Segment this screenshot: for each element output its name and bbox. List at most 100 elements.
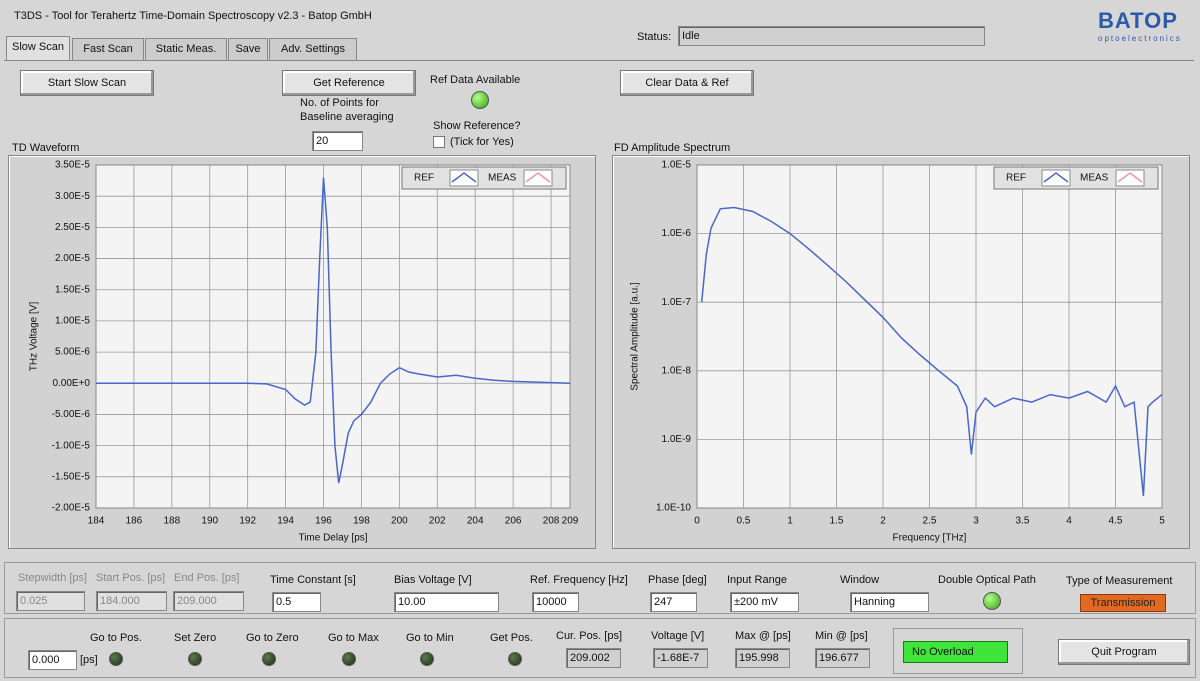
legend-label: REF [1006, 173, 1026, 184]
led-label: Go to Min [406, 632, 454, 644]
y-tick-label: 1.50E-5 [55, 284, 90, 295]
chart-title: FD Amplitude Spectrum [614, 142, 731, 154]
led[interactable] [508, 652, 522, 666]
y-axis-label: THz Voltage [V] [29, 302, 40, 372]
x-tick-label: 188 [163, 516, 180, 527]
tab[interactable]: Adv. Settings [269, 38, 357, 60]
x-tick-label: 184 [88, 516, 105, 527]
show-ref-label: Show Reference? [433, 120, 521, 132]
x-tick-label: 209 [562, 516, 579, 527]
logo: BATOP [1098, 8, 1178, 33]
legend-swatch [1117, 172, 1143, 183]
y-tick-label: -1.00E-5 [52, 440, 91, 451]
indicator-label: Min @ [ps] [815, 630, 868, 642]
x-tick-label: 206 [505, 516, 522, 527]
param-label: Phase [deg] [648, 574, 707, 586]
legend-swatch-box [523, 169, 553, 187]
param-field[interactable]: 0.5 [272, 592, 321, 612]
indicator: 196.677 [815, 648, 870, 668]
led[interactable] [262, 652, 276, 666]
tab[interactable]: Fast Scan [72, 38, 144, 60]
y-tick-label: 1.0E-5 [662, 160, 692, 171]
x-tick-label: 4 [1066, 516, 1072, 527]
quit-button[interactable]: Quit Program [1058, 639, 1190, 665]
plot-area [95, 164, 571, 509]
y-tick-label: 1.0E-7 [662, 297, 692, 308]
param-label: Type of Measurement [1066, 575, 1173, 587]
y-tick-label: 2.00E-5 [55, 253, 90, 264]
led-label: Set Zero [174, 632, 217, 644]
indicator: 209.002 [566, 648, 621, 668]
tab-border [4, 60, 1194, 61]
param-label: Double Optical Path [938, 574, 1036, 586]
data-line [96, 177, 571, 484]
overload-frame [893, 628, 1023, 674]
x-tick-label: 194 [277, 516, 294, 527]
checkbox[interactable] [433, 136, 445, 148]
param-field[interactable]: 10000 [532, 592, 579, 612]
status-label: Status: [637, 31, 672, 43]
y-tick-label: 1.0E-10 [656, 503, 691, 514]
led[interactable] [188, 652, 202, 666]
tab[interactable]: Save [228, 38, 268, 60]
position-field[interactable]: 0.000 [28, 650, 77, 670]
led-label: Go to Pos. [90, 632, 142, 644]
x-tick-label: 200 [391, 516, 408, 527]
led-label: Go to Max [328, 632, 379, 644]
param-label: Start Pos. [ps] [96, 572, 166, 584]
indicator-label: Voltage [V] [651, 630, 705, 642]
param-frame [4, 562, 1196, 614]
x-tick-label: 196 [315, 516, 332, 527]
y-tick-label: 1.00E-5 [55, 316, 90, 327]
legend-label: MEAS [1080, 173, 1109, 184]
tab[interactable]: Static Meas. [145, 38, 227, 60]
x-tick-label: 2.5 [923, 516, 937, 527]
legend-swatch-box [449, 169, 479, 187]
type-field[interactable]: Transmission [1080, 594, 1166, 612]
y-tick-label: 1.0E-8 [662, 365, 692, 376]
y-tick-label: 3.00E-5 [55, 191, 90, 202]
position-frame [4, 618, 1196, 678]
y-axis-label: Spectral Amplitude [a.u.] [630, 282, 641, 391]
legend-swatch [1043, 172, 1069, 183]
led[interactable] [342, 652, 356, 666]
x-tick-label: 190 [201, 516, 218, 527]
param-label: Ref. Frequency [Hz] [530, 574, 628, 586]
indicator-label: Cur. Pos. [ps] [556, 630, 623, 642]
x-tick-label: 4.5 [1109, 516, 1123, 527]
logo-sub: optoelectronics [1098, 34, 1182, 43]
legend-label: MEAS [488, 173, 517, 184]
param-field[interactable]: Hanning [850, 592, 929, 612]
clear-button[interactable]: Clear Data & Ref [620, 70, 754, 96]
param-field[interactable]: ±200 mV [730, 592, 799, 612]
led-label: Get Pos. [490, 632, 533, 644]
reference-button[interactable]: Get Reference [282, 70, 416, 96]
legend-swatch [451, 172, 477, 183]
window-title: T3DS - Tool for Terahertz Time-Domain Sp… [14, 10, 372, 22]
points-field[interactable]: 20 [312, 131, 363, 151]
legend-label: REF [414, 173, 434, 184]
start-button[interactable]: Start Slow Scan [20, 70, 154, 96]
tick-label: (Tick for Yes) [450, 136, 514, 148]
param-field[interactable]: 10.00 [394, 592, 499, 612]
tab[interactable]: Slow Scan [6, 36, 70, 61]
indicator: -1.68E-7 [653, 648, 708, 668]
y-tick-label: 5.00E-6 [55, 347, 90, 358]
y-tick-label: 1.0E-9 [662, 434, 692, 445]
x-tick-label: 198 [353, 516, 370, 527]
param-field[interactable]: 247 [650, 592, 697, 612]
td-chart: -2.00E-5 -1.50E-5 -1.00E-5 -5.00E-6 0.00E+0 5… [29, 160, 579, 544]
points-label: No. of Points for Baseline averaging [300, 97, 394, 123]
indicator-label: Max @ [ps] [735, 630, 791, 642]
legend-swatch [525, 172, 551, 183]
ref-available-label: Ref Data Available [430, 74, 521, 86]
chart-title: TD Waveform [12, 142, 80, 154]
x-tick-label: 0 [694, 516, 700, 527]
data-line [700, 206, 1163, 496]
x-tick-label: 3.5 [1016, 516, 1030, 527]
legend-swatch-box [1115, 169, 1145, 187]
led[interactable] [420, 652, 434, 666]
led[interactable] [109, 652, 123, 666]
x-tick-label: 202 [429, 516, 446, 527]
